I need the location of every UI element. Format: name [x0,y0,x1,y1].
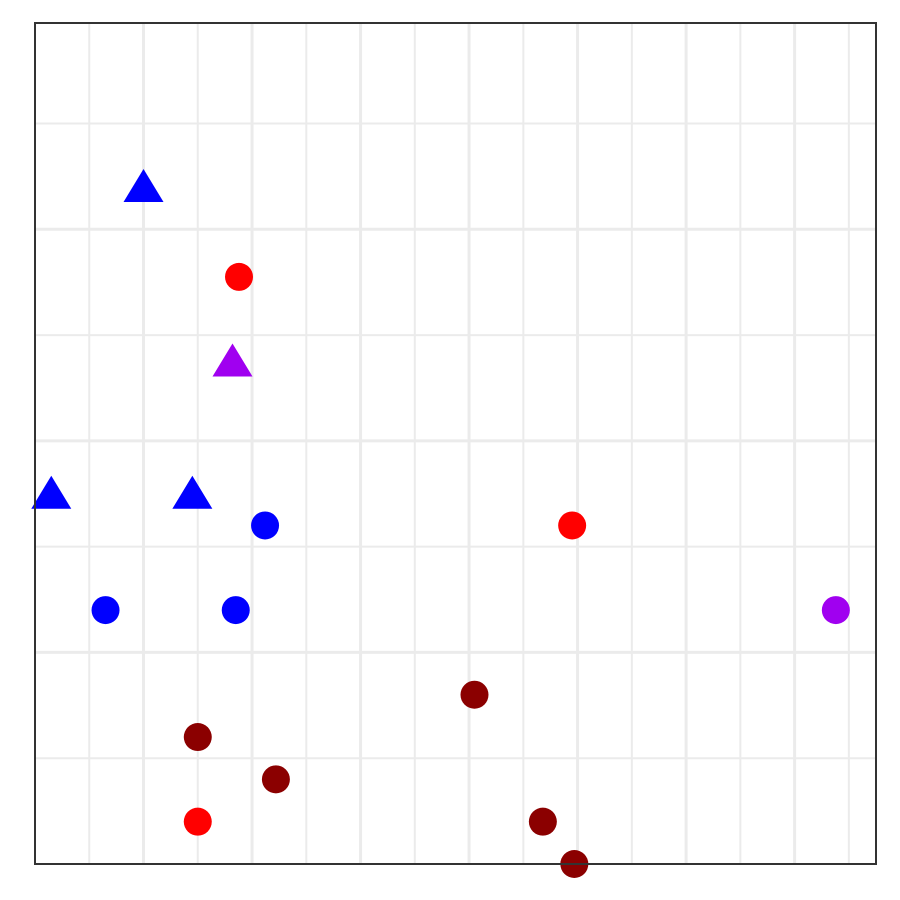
plot-border [34,22,877,865]
circle-point [91,596,120,625]
circle-point [821,596,850,625]
triangle-point [31,475,72,509]
circle-point [460,680,489,709]
triangle-point [123,168,164,202]
circle-point [225,262,254,291]
circle-point [251,511,280,540]
circle-point [528,807,557,836]
circle-point [183,723,212,752]
circle-point [261,765,290,794]
grid-lines [35,23,876,864]
circle-point [558,511,587,540]
data-points [31,168,850,878]
circle-point [183,807,212,836]
circle-point [221,596,250,625]
triangle-point [212,343,253,377]
triangle-point [172,475,213,509]
